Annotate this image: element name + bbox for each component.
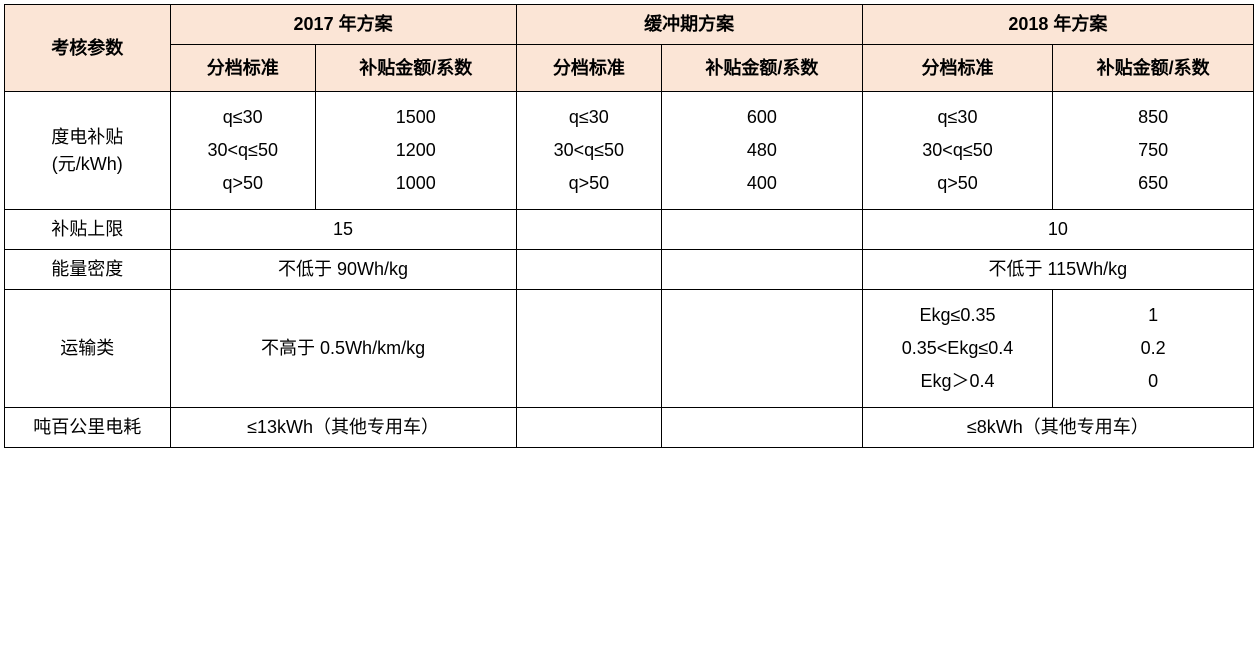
cell-ton100km-2018: ≤8kWh（其他专用车） (862, 408, 1253, 448)
header-row-1: 考核参数 2017 年方案 缓冲期方案 2018 年方案 (5, 5, 1254, 45)
subheader-tier-2018: 分档标准 (862, 45, 1053, 92)
header-plan-2017: 2017 年方案 (170, 5, 516, 45)
cell-ton100km-buffer-tier (516, 408, 661, 448)
subheader-amount-2017: 补贴金额/系数 (315, 45, 516, 92)
cell-buffer-tiers: q≤30 30<q≤50 q>50 (516, 92, 661, 210)
row-energy-density: 能量密度 不低于 90Wh/kg 不低于 115Wh/kg (5, 250, 1254, 290)
header-plan-buffer: 缓冲期方案 (516, 5, 862, 45)
subheader-tier-buffer: 分档标准 (516, 45, 661, 92)
header-plan-2018: 2018 年方案 (862, 5, 1253, 45)
subsidy-comparison-table: 考核参数 2017 年方案 缓冲期方案 2018 年方案 分档标准 补贴金额/系… (4, 4, 1254, 448)
cell-transport-2018-amounts: 1 0.2 0 (1053, 290, 1254, 408)
cell-density-buffer-tier (516, 250, 661, 290)
cell-density-2017: 不低于 90Wh/kg (170, 250, 516, 290)
cell-label-cap: 补贴上限 (5, 210, 171, 250)
cell-cap-2018: 10 (862, 210, 1253, 250)
cell-label-ton100km: 吨百公里电耗 (5, 408, 171, 448)
cell-cap-buffer-amount (662, 210, 863, 250)
header-row-2: 分档标准 补贴金额/系数 分档标准 补贴金额/系数 分档标准 补贴金额/系数 (5, 45, 1254, 92)
cell-label-subsidy: 度电补贴 (元/kWh) (5, 92, 171, 210)
cell-transport-buffer-amount (662, 290, 863, 408)
cell-density-buffer-amount (662, 250, 863, 290)
cell-label-transport: 运输类 (5, 290, 171, 408)
cell-cap-buffer-tier (516, 210, 661, 250)
cell-label-density: 能量密度 (5, 250, 171, 290)
header-param: 考核参数 (5, 5, 171, 92)
cell-ton100km-2017: ≤13kWh（其他专用车） (170, 408, 516, 448)
cell-cap-2017: 15 (170, 210, 516, 250)
subheader-tier-2017: 分档标准 (170, 45, 315, 92)
cell-transport-buffer-tier (516, 290, 661, 408)
cell-2018-amounts: 850 750 650 (1053, 92, 1254, 210)
row-subsidy-cap: 补贴上限 15 10 (5, 210, 1254, 250)
cell-density-2018: 不低于 115Wh/kg (862, 250, 1253, 290)
row-transport: 运输类 不高于 0.5Wh/km/kg Ekg≤0.35 0.35<Ekg≤0.… (5, 290, 1254, 408)
subheader-amount-buffer: 补贴金额/系数 (662, 45, 863, 92)
row-subsidy-per-kwh: 度电补贴 (元/kWh) q≤30 30<q≤50 q>50 1500 1200… (5, 92, 1254, 210)
cell-transport-2018-tiers: Ekg≤0.35 0.35<Ekg≤0.4 Ekg＞0.4 (862, 290, 1053, 408)
cell-ton100km-buffer-amount (662, 408, 863, 448)
cell-2018-tiers: q≤30 30<q≤50 q>50 (862, 92, 1053, 210)
cell-transport-2017: 不高于 0.5Wh/km/kg (170, 290, 516, 408)
cell-2017-amounts: 1500 1200 1000 (315, 92, 516, 210)
subheader-amount-2018: 补贴金额/系数 (1053, 45, 1254, 92)
cell-2017-tiers: q≤30 30<q≤50 q>50 (170, 92, 315, 210)
cell-buffer-amounts: 600 480 400 (662, 92, 863, 210)
row-ton-100km: 吨百公里电耗 ≤13kWh（其他专用车） ≤8kWh（其他专用车） (5, 408, 1254, 448)
